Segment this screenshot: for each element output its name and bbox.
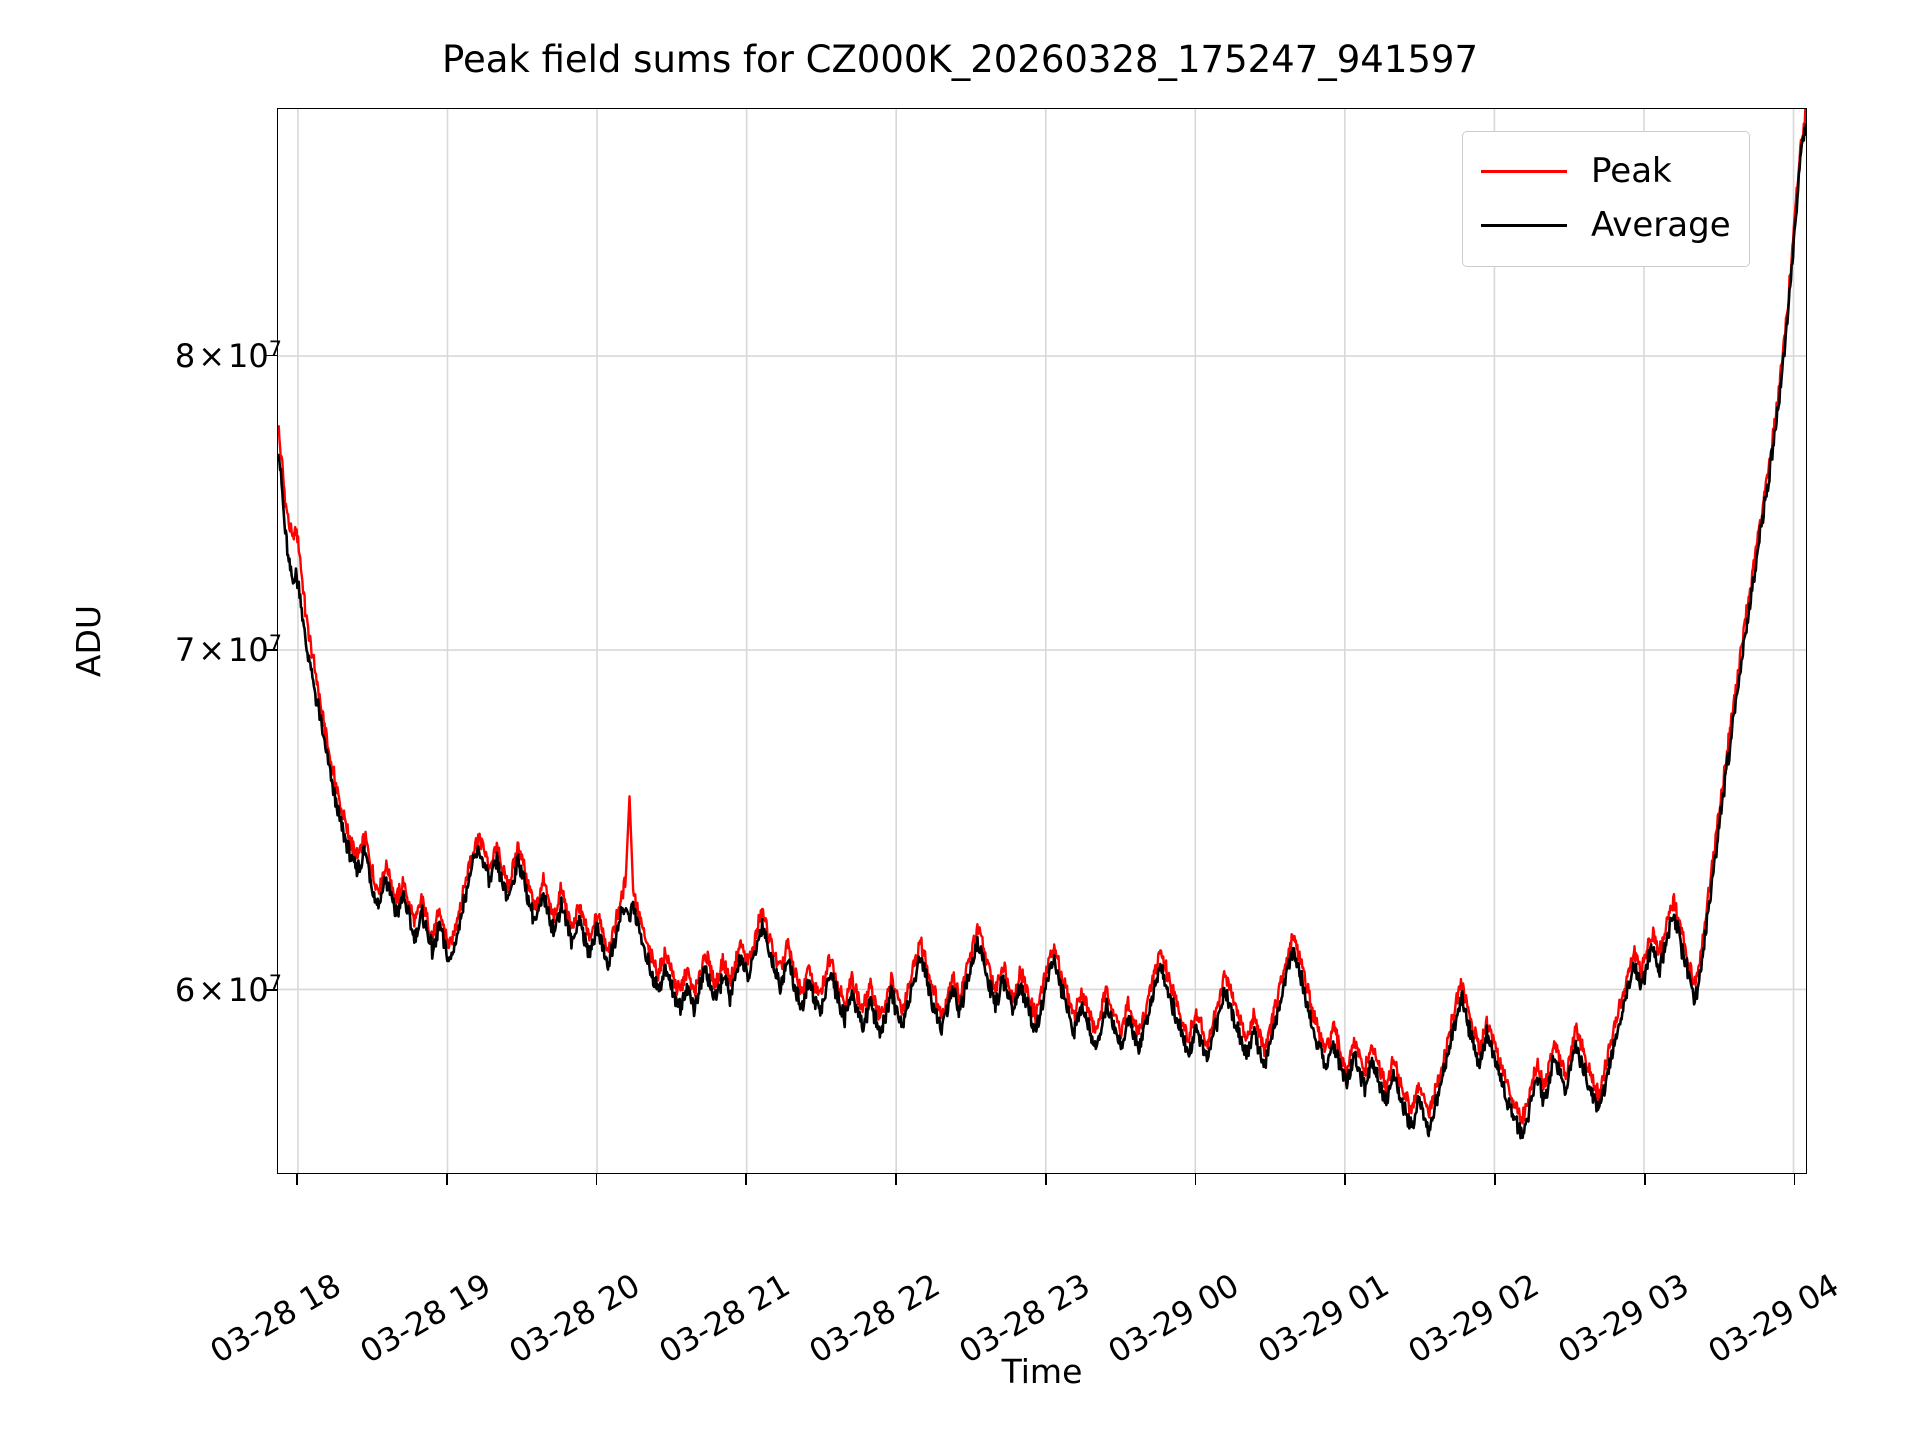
legend-label: Peak (1591, 151, 1672, 191)
y-tick-label: 6×107 (174, 970, 282, 1010)
x-tick-mark (1344, 1174, 1347, 1185)
x-tick-mark (745, 1174, 748, 1185)
legend-item-average[interactable]: Average (1481, 198, 1731, 252)
legend-line-icon (1481, 169, 1567, 173)
grid-lines (278, 109, 1806, 1173)
x-tick-mark (296, 1174, 298, 1185)
y-axis-label: ADU (68, 604, 108, 678)
x-tick-mark (1194, 1174, 1197, 1185)
legend-item-peak[interactable]: Peak (1481, 144, 1731, 198)
y-tick-mark (266, 989, 277, 991)
series-lines (278, 110, 1806, 1139)
page-title: Peak field sums for CZ000K_20260328_1752… (441, 38, 1479, 81)
y-tick-label: 8×107 (174, 335, 282, 375)
series-line-average (278, 124, 1806, 1138)
legend-label: Average (1591, 205, 1731, 245)
x-tick-mark (895, 1174, 897, 1185)
y-tick-label: 7×107 (174, 630, 282, 670)
x-tick-mark (445, 1174, 448, 1185)
x-tick-mark (1494, 1174, 1496, 1185)
x-axis-label: Time (1001, 1352, 1083, 1391)
x-tick-label: 03-29 04 (1701, 1265, 1845, 1371)
chart-legend[interactable]: Peak Average (1462, 131, 1750, 267)
line-chart-canvas (278, 109, 1806, 1173)
y-tick-mark (266, 649, 277, 651)
x-tick-mark (1793, 1174, 1796, 1185)
plot-area (277, 108, 1807, 1174)
x-tick-mark (595, 1174, 598, 1185)
y-tick-mark (266, 354, 277, 357)
x-tick-mark (1044, 1174, 1047, 1185)
legend-line-icon (1481, 223, 1567, 227)
series-line-peak (278, 110, 1806, 1124)
x-tick-mark (1643, 1174, 1646, 1185)
